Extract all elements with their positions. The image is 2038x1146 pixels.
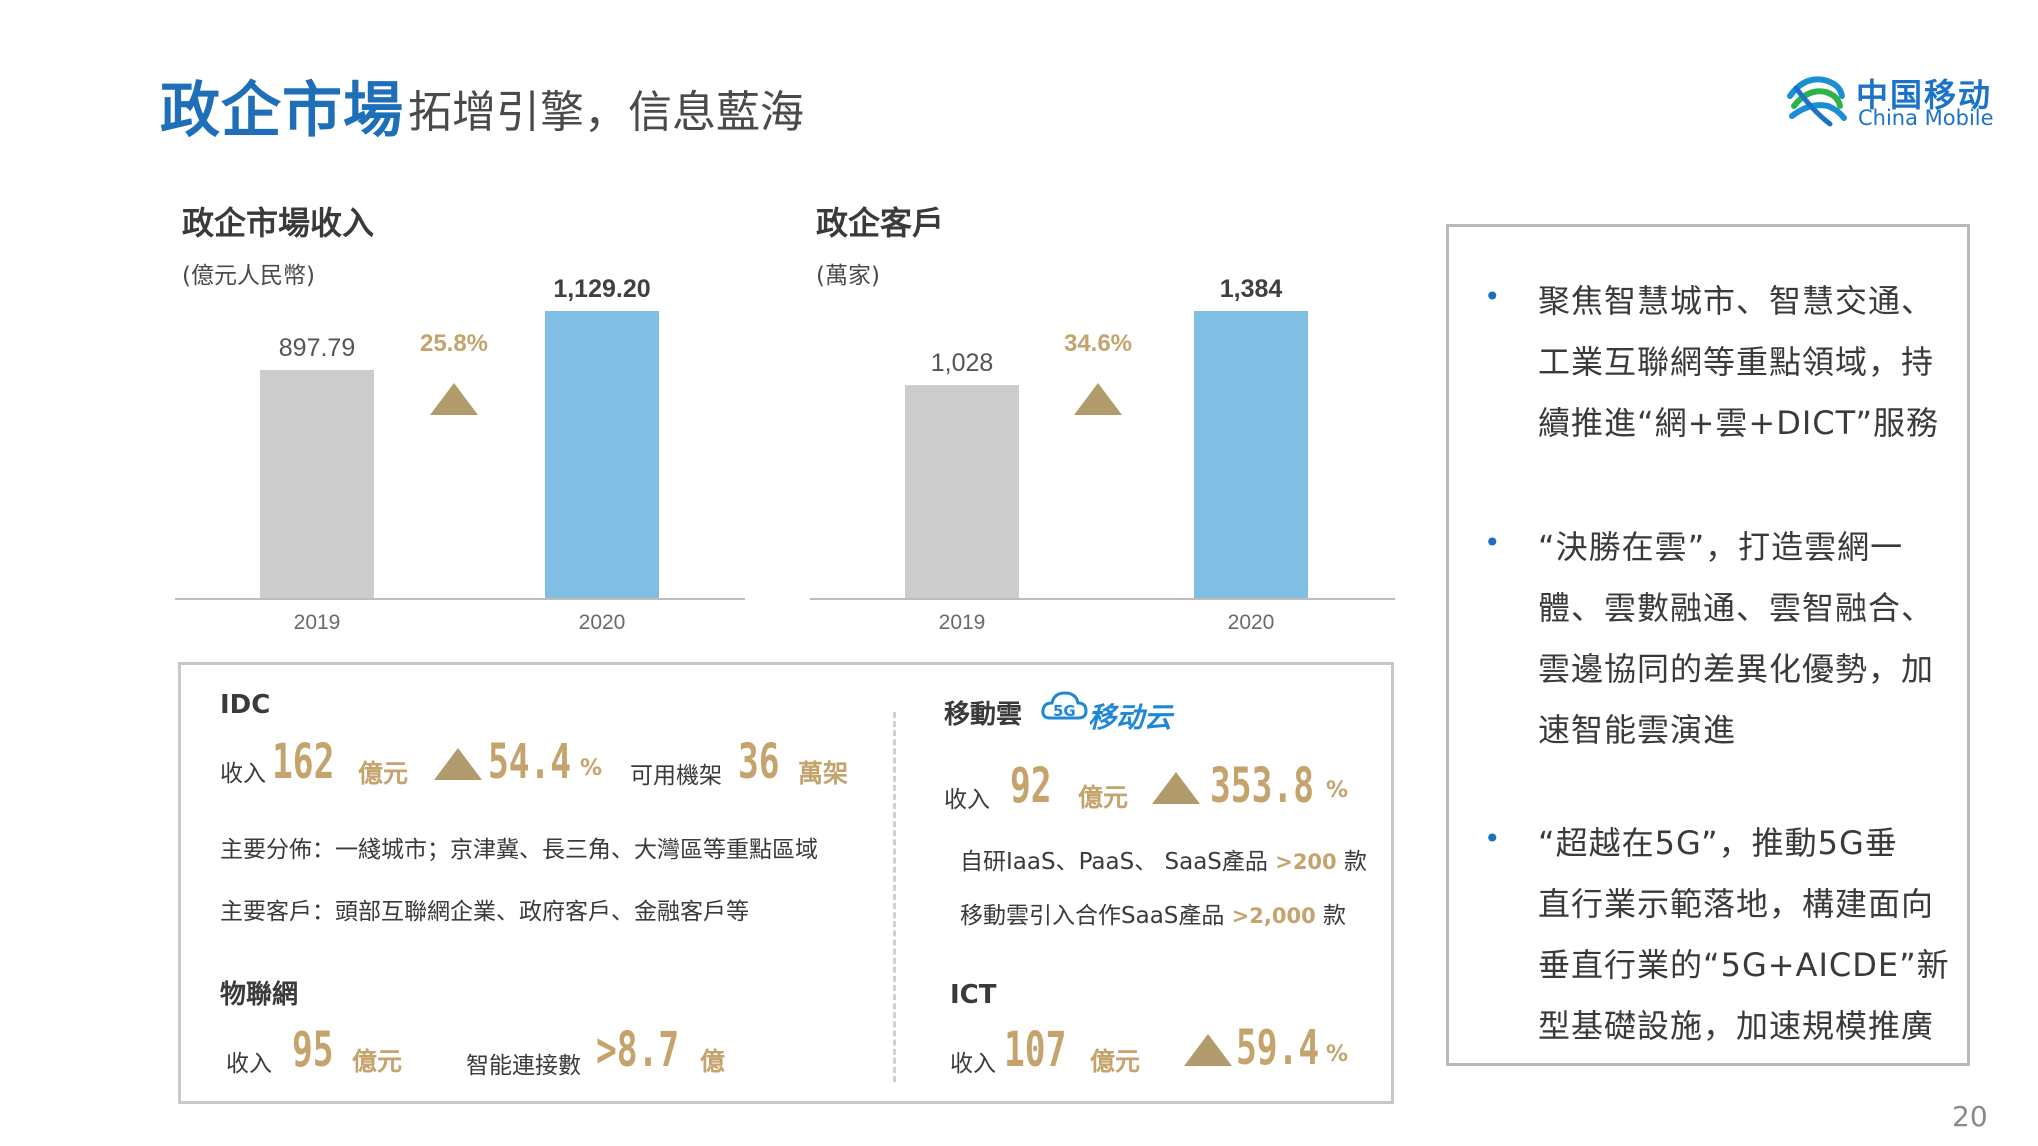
- idc-growth-unit: %: [580, 756, 603, 781]
- x-tick-label: 2019: [294, 611, 341, 634]
- ict-title: ICT: [950, 980, 997, 1010]
- strategy-panel: [1446, 224, 1970, 1066]
- bar-value-label: 897.79: [279, 334, 355, 362]
- logo-text-cn: 中国移动: [1856, 76, 1993, 114]
- customers-chart-unit: (萬家): [816, 263, 880, 289]
- bar-value-label: 1,129.20: [553, 275, 650, 303]
- page-number: 20: [1952, 1100, 1988, 1133]
- bullet-dot: •: [1484, 822, 1501, 855]
- bullet-text-line: 垂直行業的“5G+AICDE”新: [1538, 946, 1950, 984]
- bullet-text-line: 雲邊協同的差異化優勢，加: [1538, 650, 1935, 688]
- iot-connections-label: 智能連接數: [466, 1053, 581, 1079]
- growth-up-icon: [1074, 383, 1122, 415]
- cloud-line2-text: 移動雲引入合作SaaS產品: [960, 903, 1225, 929]
- bar-2020: [1194, 311, 1308, 599]
- page-subtitle: 拓增引擎，信息藍海: [408, 87, 804, 138]
- bullet-text-line: 直行業示範落地，構建面向: [1538, 885, 1935, 923]
- idc-income-unit: 億元: [358, 759, 409, 788]
- x-tick-label: 2020: [1228, 611, 1275, 634]
- iot-title: 物聯網: [220, 980, 299, 1010]
- bar-2019: [260, 370, 374, 599]
- cloud-growth-unit: %: [1326, 778, 1349, 803]
- idc-income-value: 162: [272, 734, 335, 790]
- cloud-line2-value: >2,000: [1231, 904, 1316, 928]
- iot-connections-unit: 億: [700, 1047, 726, 1076]
- iot-income-label: 收入: [226, 1051, 272, 1077]
- growth-label: 25.8%: [420, 330, 488, 357]
- x-tick-label: 2020: [579, 611, 626, 634]
- cloud-line1-text: 自研IaaS、PaaS、 SaaS產品: [960, 849, 1268, 875]
- bullet-text-line: 工業互聯網等重點領域，持: [1538, 343, 1935, 381]
- bullet-text-line: 續推進“網+雲+DICT”服務: [1538, 404, 1940, 442]
- bar-value-label: 1,028: [931, 349, 994, 377]
- cloud-growth-value: 353.8: [1210, 758, 1315, 814]
- idc-racks-unit: 萬架: [798, 759, 849, 788]
- revenue-chart-title: 政企市場收入: [182, 204, 375, 242]
- bullet-text-line: 速智能雲演進: [1538, 711, 1737, 749]
- cloud-logo-icon: [1041, 691, 1088, 720]
- growth-up-icon: [1184, 1034, 1232, 1066]
- cloud-logo-text: 移动云: [1088, 701, 1173, 734]
- growth-up-icon: [1152, 772, 1200, 804]
- cloud-partner-line: 移動雲引入合作SaaS產品 >2,000 款: [960, 896, 1346, 930]
- growth-up-icon: [430, 383, 478, 415]
- bar-2019: [905, 385, 1019, 599]
- idc-income-label: 收入: [220, 761, 266, 787]
- customers-bar-chart: 1,028 2019 1,384 2020 34.6%: [810, 275, 1395, 634]
- growth-label: 34.6%: [1064, 330, 1132, 357]
- ict-income-unit: 億元: [1090, 1047, 1141, 1076]
- bullet-text-line: 體、雲數融通、雲智融合、: [1538, 589, 1935, 627]
- idc-racks-label: 可用機架: [630, 763, 722, 789]
- cloud-line1-value: >200: [1275, 850, 1337, 874]
- cloud-income-label: 收入: [944, 787, 990, 813]
- customers-chart-title: 政企客戶: [816, 204, 945, 242]
- ict-growth-unit: %: [1326, 1042, 1349, 1067]
- cloud-line1-unit: 款: [1343, 849, 1367, 875]
- business-metrics-panel: [178, 662, 1394, 1104]
- bullet-text-line: 聚焦智慧城市、智慧交通、: [1538, 282, 1935, 320]
- idc-racks-value: 36: [738, 734, 780, 790]
- cloud-title: 移動雲: [944, 700, 1023, 730]
- growth-up-icon: [434, 748, 482, 780]
- cloud-logo-badge: 5G: [1053, 702, 1076, 720]
- bullet-dot: •: [1484, 280, 1501, 313]
- x-tick-label: 2019: [939, 611, 986, 634]
- page-title: 政企市場: [160, 76, 404, 146]
- bullet-text-line: “決勝在雲”，打造雲網一: [1538, 528, 1904, 566]
- ict-growth-value: 59.4: [1236, 1020, 1320, 1076]
- cloud-self-developed-line: 自研IaaS、PaaS、 SaaS產品 >200 款: [960, 842, 1367, 876]
- cloud-line2-unit: 款: [1323, 903, 1347, 929]
- iot-connections-value: >8.7: [596, 1022, 680, 1078]
- revenue-bar-chart: 897.79 2019 1,129.20 2020 25.8%: [175, 275, 745, 634]
- logo-text-en: China Mobile: [1858, 106, 1994, 130]
- idc-customers: 主要客戶：頭部互聯網企業、政府客戶、金融客戶等: [220, 899, 749, 925]
- bullet-dot: •: [1484, 526, 1501, 559]
- idc-distribution: 主要分佈：一綫城市；京津冀、長三角、大灣區等重點區域: [220, 837, 818, 863]
- bar-value-label: 1,384: [1220, 275, 1283, 303]
- revenue-chart-unit: (億元人民幣): [182, 263, 315, 289]
- idc-title: IDC: [220, 690, 271, 720]
- ict-income-value: 107: [1004, 1022, 1067, 1078]
- ict-income-label: 收入: [950, 1051, 996, 1077]
- china-mobile-logo-icon: [1787, 76, 1847, 127]
- bullet-text-line: 型基礎設施，加速規模推廣: [1538, 1007, 1935, 1045]
- cloud-income-value: 92: [1010, 758, 1052, 814]
- bullet-text-line: “超越在5G”，推動5G垂: [1538, 824, 1898, 862]
- idc-growth-value: 54.4: [488, 734, 572, 790]
- iot-income-unit: 億元: [352, 1047, 403, 1076]
- cloud-income-unit: 億元: [1078, 783, 1129, 812]
- iot-income-value: 95: [292, 1022, 334, 1078]
- metrics-divider: [893, 712, 896, 1082]
- bar-2020: [545, 311, 659, 599]
